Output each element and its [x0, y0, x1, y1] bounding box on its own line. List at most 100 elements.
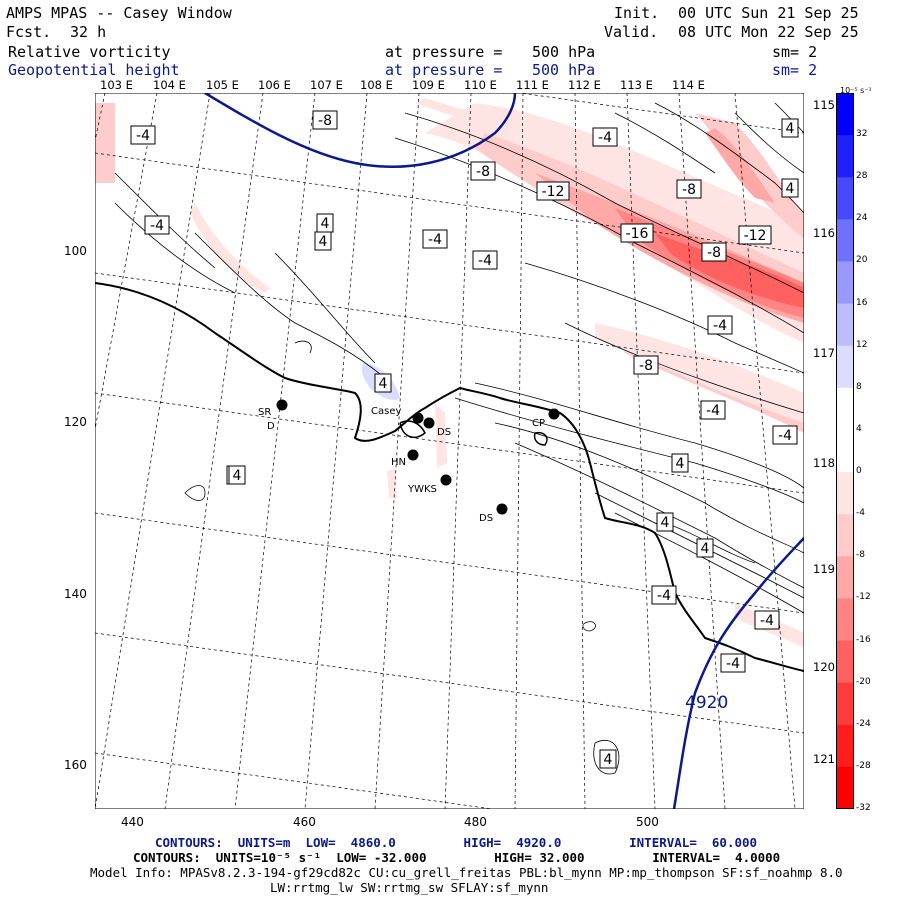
- contour-labels: -8-444-4-8-4-44-4-12-16-8-8-1244-4-8-48-…: [130, 110, 799, 769]
- contour-label: 4: [599, 749, 617, 769]
- svg-text:-12: -12: [542, 184, 565, 200]
- longitude-label: 114 E: [672, 78, 705, 92]
- contour-label: 4: [316, 213, 334, 233]
- contour-label: 4: [374, 373, 392, 393]
- valid-label: Valid.: [604, 23, 659, 41]
- colorbar-swatch: [836, 303, 854, 347]
- svg-text:-8: -8: [639, 358, 653, 374]
- station-dot: [407, 449, 419, 461]
- contour-label: 4: [781, 118, 799, 138]
- station-label: DS: [479, 513, 493, 524]
- svg-text:-4: -4: [778, 428, 792, 444]
- forecast-hour: 32 h: [70, 23, 107, 41]
- pressure-value-2: 500 hPa: [532, 61, 596, 79]
- longitude-label: 111 E: [516, 78, 549, 92]
- longitude-label: 103 E: [100, 78, 133, 92]
- svg-text:-4: -4: [598, 130, 612, 146]
- contour-label: -8: [676, 179, 702, 199]
- longitude-label: 112 E: [568, 78, 601, 92]
- height-contour-4860: [204, 93, 517, 168]
- contour-label: -4: [772, 425, 798, 445]
- colorbar-tick-label: 32: [856, 129, 868, 140]
- svg-text:4: 4: [786, 181, 795, 197]
- field-vorticity: Relative vorticity: [8, 43, 171, 61]
- station-label: YWKS: [407, 484, 437, 495]
- svg-text:-8: -8: [682, 182, 696, 198]
- x-tick-label: 440: [121, 815, 144, 829]
- station-marker: SR: [258, 399, 288, 418]
- station-marker: HN: [391, 449, 419, 468]
- footer-model-info-2: LW:rrtmg_lw SW:rrtmg_sw SFLAY:sf_mynn: [270, 880, 549, 895]
- longitude-label: 106 E: [258, 78, 291, 92]
- footer-model-info: Model Info: MPASv8.2.3-194-gf29cd82c CU:…: [90, 865, 843, 880]
- svg-text:-8: -8: [318, 113, 332, 129]
- svg-text:-4: -4: [760, 613, 774, 629]
- pressure-label-1: at pressure =: [385, 43, 503, 61]
- contour-label: -8: [312, 110, 338, 130]
- longitude-label: 104 E: [153, 78, 186, 92]
- station-marker: DS: [423, 417, 451, 438]
- graticule: [95, 93, 804, 809]
- contour-label: -16: [620, 223, 654, 243]
- colorbar-tick-label: -32: [856, 803, 871, 813]
- forecast-label: Fcst.: [6, 23, 52, 41]
- contour-label: 4: [781, 178, 799, 198]
- svg-text:-4: -4: [706, 403, 720, 419]
- svg-text:4: 4: [319, 234, 328, 250]
- station-dot: [276, 399, 288, 411]
- valid-time: 08 UTC Mon 22 Sep 25: [678, 23, 859, 41]
- y-tick-label: 120: [64, 415, 87, 429]
- colorbar-swatch: [836, 472, 854, 515]
- contour-label: 4: [671, 453, 689, 473]
- station-marker: D: [267, 421, 275, 432]
- contour-label: 4: [696, 538, 714, 558]
- colorbar-tick-label: 24: [856, 213, 868, 224]
- station-label: D: [267, 421, 275, 432]
- colorbar-swatch: [836, 219, 854, 262]
- svg-text:-16: -16: [626, 226, 649, 242]
- longitude-label: 108 E: [360, 78, 393, 92]
- colorbar-swatch: [836, 598, 854, 642]
- colorbar-swatch: [836, 724, 854, 768]
- colorbar-swatch: [836, 556, 854, 599]
- svg-text:-4: -4: [726, 656, 740, 672]
- colorbar-tick-label: 0: [856, 466, 862, 477]
- svg-text:-4: -4: [428, 232, 442, 248]
- svg-text:4: 4: [233, 468, 242, 484]
- contour-label: -4: [707, 315, 733, 335]
- init-time: 00 UTC Sun 21 Sep 25: [678, 4, 859, 22]
- contour-label: -4: [720, 653, 746, 673]
- colorbar-swatch: [836, 640, 854, 684]
- colorbar: [836, 93, 854, 809]
- colorbar-swatch: [836, 177, 854, 220]
- svg-text:4: 4: [701, 541, 710, 557]
- x-tick-label: 500: [636, 815, 659, 829]
- colorbar-tick-label: -28: [856, 760, 871, 771]
- colorbar-tick-label: 8: [856, 381, 862, 392]
- svg-text:4: 4: [604, 752, 613, 768]
- coastline: [95, 282, 804, 672]
- footer-height-contours: CONTOURS: UNITS=m LOW= 4860.0 HIGH= 4920…: [155, 835, 758, 850]
- colorbar-tick-label: 28: [856, 171, 868, 182]
- longitude-label: 113 E: [620, 78, 653, 92]
- svg-text:4: 4: [321, 216, 330, 232]
- colorbar-swatch: [836, 429, 854, 473]
- vorticity-contours: [114, 102, 804, 775]
- svg-text:4: 4: [676, 456, 685, 472]
- station-label: SR: [258, 407, 271, 418]
- longitude-label: 109 E: [412, 78, 445, 92]
- longitude-label: 110 E: [464, 78, 497, 92]
- colorbar-tick-label: 12: [856, 339, 868, 350]
- station-dot: [496, 503, 508, 515]
- colorbar-tick-label: -16: [856, 634, 871, 645]
- colorbar-swatch: [836, 766, 854, 809]
- colorbar-unit: 10⁻⁵ s⁻¹: [840, 86, 872, 95]
- colorbar-tick-label: -12: [856, 592, 871, 603]
- longitude-label: 107 E: [310, 78, 343, 92]
- x-tick-label: 480: [464, 815, 487, 829]
- colorbar-swatch: [836, 682, 854, 726]
- station-label: Casey: [371, 406, 401, 417]
- station-label: CP: [532, 418, 545, 429]
- colorbar-swatch: [836, 135, 854, 178]
- smoothing-1: sm= 2: [772, 43, 818, 61]
